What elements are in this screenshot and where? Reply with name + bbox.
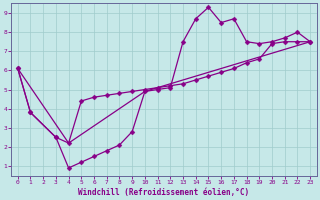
- X-axis label: Windchill (Refroidissement éolien,°C): Windchill (Refroidissement éolien,°C): [78, 188, 250, 197]
